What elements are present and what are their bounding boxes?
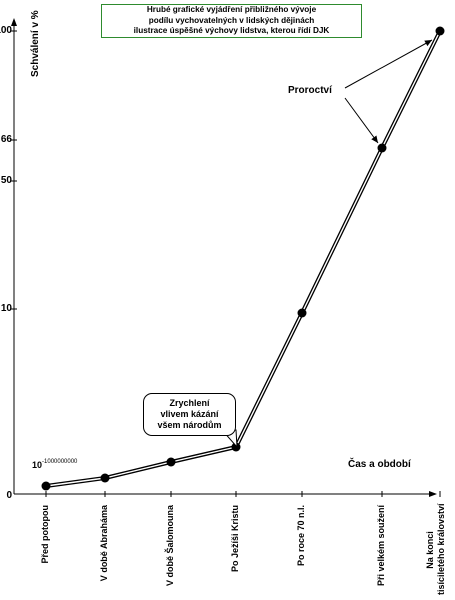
chart-title-line-1: Hrubé grafické vyjádření přibližného výv… [146,5,317,15]
y-tick-label-100: 100 [0,25,12,36]
x-tick-label-6: Při velkém soužení [376,505,386,587]
callout-line-1: Zrychlení [169,398,210,408]
y-tick-label-50: 50 [0,175,12,186]
x-axis-arrowhead [429,491,437,497]
start-value-base: 10 [32,460,43,470]
x-axis-label: Čas a období [348,459,411,470]
y-axis-arrowhead [11,18,17,26]
x-tick-label-2: V době Abraháma [99,505,109,582]
y-tick-label-66: 66 [0,134,12,145]
data-point-3 [166,457,176,467]
prophecy-arrow-to-tribulation-head [371,135,378,143]
chart-title-line-2: podílu vychovatelných v lidských dějinác… [148,15,315,25]
data-point-1 [41,481,51,491]
prophecy-arrow-to-tribulation [344,97,379,144]
x-tick-label-1: Před potopou [40,505,50,564]
data-point-4 [231,442,241,452]
series-line-inner [45,30,441,487]
callout-line-3: všem národům [157,420,222,430]
series-line-outer [45,30,442,488]
acceleration-callout: Zrychlení vlivem kázání všem národům [143,393,236,436]
x-tick-label-5: Po roce 70 n.l. [296,505,306,567]
prophecy-annotation: Proroctví [288,85,332,96]
prophecy-arrow-to-end-head [424,40,432,47]
x-tick-label-4: Po Ježíši Kristu [230,505,240,573]
data-point-5 [297,308,307,318]
start-value-label: 10-1000000000 [32,459,77,470]
chart-title: Hrubé grafické vyjádření přibližného výv… [101,4,362,38]
chart-title-line-3: ilustrace úspěšné výchovy lidstva, ktero… [133,26,330,36]
prophecy-arrow-to-end [344,39,433,89]
y-tick-label-0: 0 [6,490,12,501]
y-tick-label-10: 10 [0,303,12,314]
data-point-7 [435,26,445,36]
x-tick-label-3: V době Šalomouna [165,505,175,587]
y-axis-label: Schválení v % [30,10,41,77]
callout-line-2: vlivem kázání [160,409,219,419]
start-value-exponent: -1000000000 [42,459,78,465]
data-point-6 [377,143,387,153]
data-point-2 [100,473,110,483]
x-tick-label-7: Na konci tisíciletého království [425,503,446,595]
